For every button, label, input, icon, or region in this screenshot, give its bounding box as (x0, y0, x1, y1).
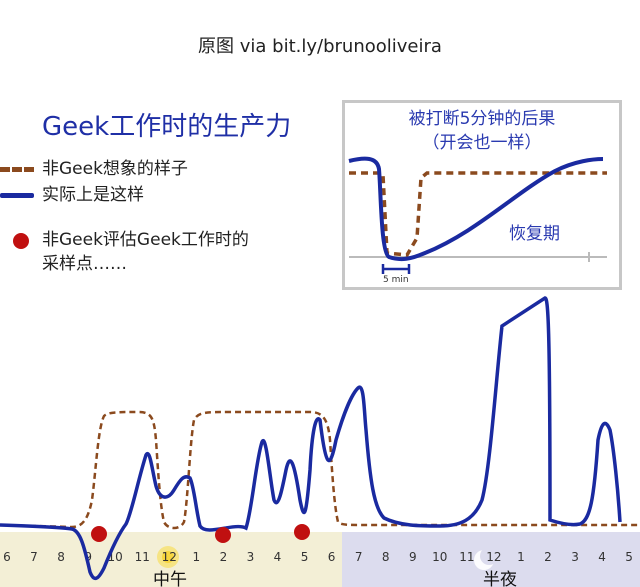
dashed-line-swatch (0, 167, 34, 172)
night-band (342, 532, 640, 587)
hour-label: 9 (409, 550, 417, 564)
legend-actual-label: 实际上是这样 (42, 185, 144, 205)
hour-label: 1 (192, 550, 200, 564)
hour-label: 8 (382, 550, 390, 564)
inset-actual-line (348, 156, 604, 262)
hour-label: 7 (30, 550, 38, 564)
inset-title-line2: （开会也一样） (422, 133, 542, 153)
source-caption: 原图 via bit.ly/brunooliveira (198, 36, 442, 57)
sun-icon (157, 546, 179, 568)
hour-label: 10 (432, 550, 447, 564)
hour-label: 2 (220, 550, 228, 564)
sample-point (91, 526, 107, 542)
imagined-productivity-line (0, 410, 640, 530)
hour-label: 8 (57, 550, 65, 564)
moon-icon (474, 547, 498, 570)
hour-label: 10 (108, 550, 123, 564)
hour-label: 3 (571, 550, 579, 564)
hour-label: 3 (247, 550, 255, 564)
actual-productivity-line (0, 296, 622, 581)
hour-label: 5 (301, 550, 309, 564)
hour-label: 4 (274, 550, 282, 564)
inset-title-line1: 被打断5分钟的后果 (408, 109, 556, 129)
hour-label: 5 (625, 550, 633, 564)
diagram-title: Geek工作时的生产力 (42, 112, 292, 142)
noon-label: 中午 (153, 570, 187, 587)
legend-sample-label: 非Geek评估Geek工作时的 (42, 230, 249, 250)
hour-label: 6 (328, 550, 336, 564)
hour-label: 12 (162, 550, 177, 564)
inset-title: 被打断5分钟的后果 （开会也一样） (345, 107, 619, 155)
red-dot-swatch (13, 233, 29, 249)
legend-imagined-label: 非Geek想象的样子 (42, 159, 188, 179)
solid-line-swatch (0, 193, 34, 198)
inset-imagined-line (349, 171, 607, 257)
hour-label: 1 (517, 550, 525, 564)
hour-labels: 6 7 8 9 10 11 12 1 2 3 4 5 6 7 8 9 10 11 12 1 2 3 4 5 (3, 550, 633, 564)
hour-label: 6 (3, 550, 11, 564)
hour-label: 7 (355, 550, 363, 564)
sample-point (215, 527, 231, 543)
midnight-label: 半夜 (483, 570, 517, 587)
inset-graph (348, 156, 607, 274)
scale-label: 5 min (383, 275, 409, 285)
hour-label: 12 (486, 550, 501, 564)
interruption-inset: 被打断5分钟的后果 （开会也一样） 恢复期 5 min (342, 100, 622, 290)
hour-label: 11 (459, 550, 474, 564)
recovery-label: 恢复期 (509, 224, 560, 244)
hour-label: 2 (544, 550, 552, 564)
hour-label: 4 (598, 550, 606, 564)
hour-label: 9 (84, 550, 92, 564)
hour-label: 11 (135, 550, 150, 564)
legend-sample-label-2: 采样点…… (42, 254, 127, 274)
sample-point (294, 524, 310, 540)
day-band (0, 532, 342, 587)
